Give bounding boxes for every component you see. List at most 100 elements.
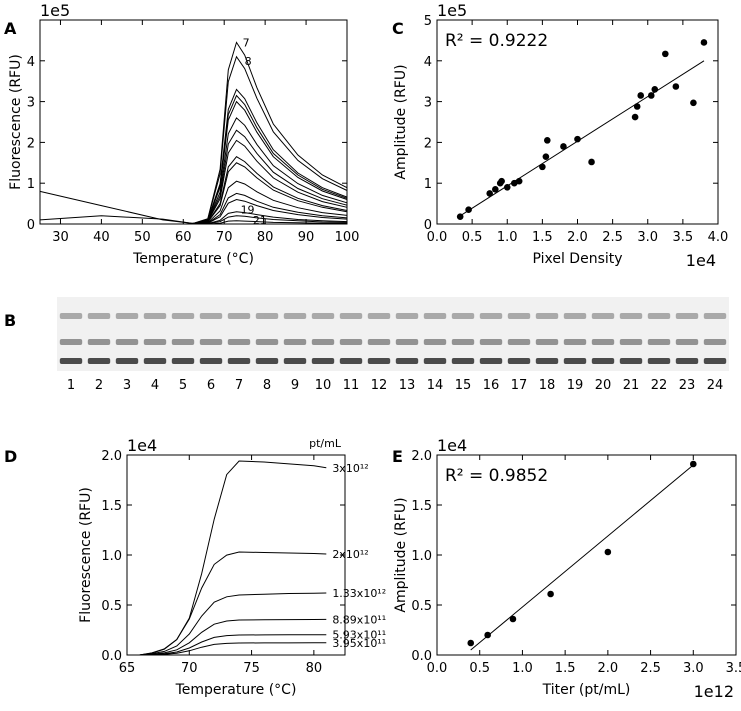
- gel-band: [479, 339, 503, 345]
- point: [467, 639, 475, 647]
- gel-band: [311, 358, 335, 364]
- point: [700, 39, 708, 46]
- gel-band: [451, 358, 475, 364]
- y-axis-label: Fluorescence (RFU): [78, 487, 94, 623]
- gel-band: [395, 339, 419, 345]
- gel-band: [143, 313, 167, 319]
- gel-band: [367, 313, 391, 319]
- lane-label: 22: [651, 378, 668, 393]
- lane-label: 19: [567, 378, 584, 393]
- gel-band: [703, 358, 727, 364]
- y-tick-label: 3: [27, 96, 35, 111]
- point: [539, 163, 546, 171]
- gel-band: [199, 339, 223, 345]
- x-tick-label: 0.0: [427, 230, 448, 245]
- x-tick-label: 60: [175, 230, 192, 245]
- y-tick-label: 5: [424, 14, 432, 29]
- gel-band: [59, 313, 83, 319]
- annotation: 19: [241, 204, 255, 217]
- x-tick-label: 70: [216, 230, 233, 245]
- gel-band: [171, 313, 195, 319]
- x-tick-label: 0.0: [427, 661, 448, 676]
- x-tick-label: 30: [52, 230, 69, 245]
- gel-band: [311, 313, 335, 319]
- gel-band: [143, 339, 167, 345]
- lane-label: 15: [455, 378, 472, 393]
- point: [690, 99, 697, 107]
- gel-band: [171, 339, 195, 345]
- fit-line: [470, 464, 694, 651]
- x-tick-label: 80: [257, 230, 274, 245]
- gel-band: [255, 339, 279, 345]
- point: [515, 177, 523, 185]
- gel-band: [535, 313, 559, 319]
- lane-label: 9: [291, 378, 299, 393]
- x-tick-label: 0.5: [462, 230, 483, 245]
- gel-band: [647, 313, 671, 319]
- curve-label: 8.89x10¹¹: [332, 613, 386, 626]
- lane-label: 20: [595, 378, 612, 393]
- lane-label: 18: [539, 378, 556, 393]
- lane-label: 13: [399, 378, 416, 393]
- annotation: 21: [253, 214, 267, 227]
- curve: [39, 190, 348, 224]
- y-offset-text: 1e4: [437, 436, 467, 455]
- gel-band: [367, 358, 391, 364]
- point: [633, 103, 641, 110]
- y-axis-label: Fluorescence (RFU): [8, 54, 24, 190]
- gel-band: [423, 339, 447, 345]
- gel-band: [143, 358, 167, 364]
- gel-band: [647, 339, 671, 345]
- y-tick-label: 0: [27, 218, 35, 233]
- curve-label: 3.95x10¹¹: [332, 637, 386, 650]
- lane-label: 21: [623, 378, 640, 393]
- gel-band: [255, 313, 279, 319]
- point: [651, 86, 659, 93]
- x-tick-label: 2.0: [567, 230, 588, 245]
- curve: [139, 592, 327, 656]
- point: [647, 92, 655, 99]
- y-offset-text: 1e5: [437, 1, 467, 20]
- x-axis-label: Titer (pt/mL): [542, 682, 631, 698]
- y-offset-text: 1e4: [127, 436, 157, 455]
- gel-band: [87, 339, 111, 345]
- gel-band: [619, 313, 643, 319]
- gel-band: [87, 358, 111, 364]
- point: [465, 206, 472, 214]
- x-tick-label: 2.0: [598, 661, 619, 676]
- panel-label: E: [392, 447, 403, 466]
- point: [486, 190, 493, 197]
- lane-label: 4: [151, 378, 159, 393]
- y-tick-label: 2.0: [101, 449, 122, 464]
- y-tick-label: 2: [424, 136, 432, 151]
- x-axis-label: Temperature (°C): [175, 682, 297, 698]
- y-tick-label: 2.0: [411, 449, 432, 464]
- y-tick-label: 3: [424, 96, 432, 111]
- fit-line: [459, 60, 705, 217]
- gel-band: [283, 313, 307, 319]
- gel-band: [507, 358, 531, 364]
- gel-band: [591, 313, 615, 319]
- gel-band: [87, 313, 111, 319]
- point: [542, 153, 550, 160]
- y-tick-label: 4: [424, 55, 432, 70]
- x-tick-label: 40: [93, 230, 110, 245]
- gel-band: [227, 339, 251, 345]
- y-tick-label: 0.0: [411, 649, 432, 664]
- x-tick-label: 75: [243, 661, 260, 676]
- gel-band: [339, 339, 363, 345]
- y-tick-label: 1: [424, 177, 432, 192]
- annotation: R² = 0.9222: [445, 31, 548, 51]
- lane-label: 7: [235, 378, 243, 393]
- gel-band: [507, 313, 531, 319]
- annotation: R² = 0.9852: [445, 466, 548, 486]
- lane-label: 14: [427, 378, 444, 393]
- gel-band: [675, 313, 699, 319]
- gel-band: [339, 313, 363, 319]
- gel-background: [57, 297, 729, 371]
- point: [689, 460, 697, 468]
- gel-band: [199, 313, 223, 319]
- x-tick-label: 1.0: [512, 661, 533, 676]
- curve: [139, 551, 327, 656]
